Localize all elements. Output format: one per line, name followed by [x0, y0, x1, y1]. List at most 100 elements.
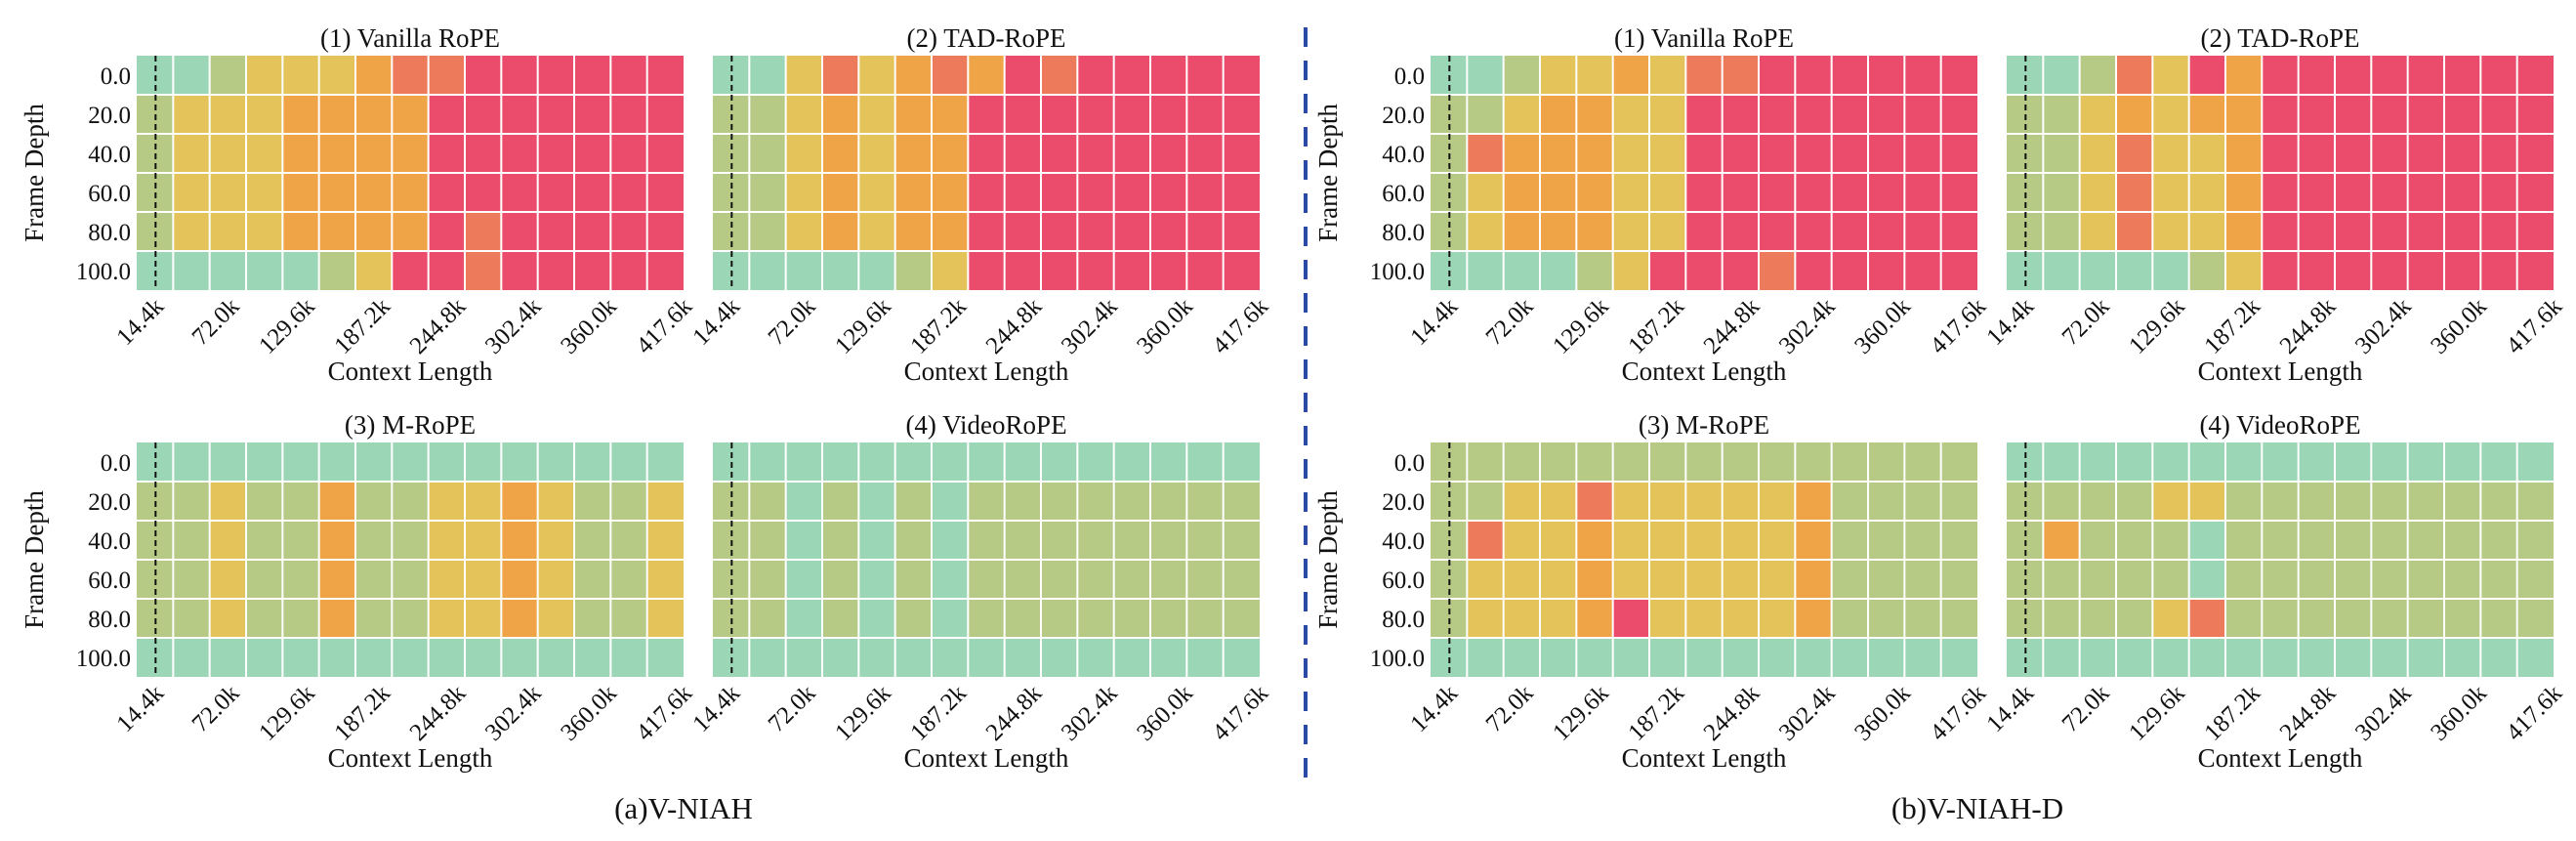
heatmap-cell: [785, 560, 822, 599]
heatmap-cell: [1186, 560, 1224, 599]
heatmap-cell: [1223, 521, 1260, 560]
y-tick-label: 20.0: [1382, 489, 1425, 516]
heatmap-cell: [2371, 638, 2408, 677]
heatmap-cell: [2516, 482, 2554, 521]
heatmap-cell: [246, 212, 283, 251]
heatmap-cell: [2262, 442, 2299, 482]
heatmap-cell: [2298, 95, 2335, 134]
heatmap-cell: [2298, 251, 2335, 290]
heatmap-cell: [2225, 134, 2263, 173]
heatmap-cell: [822, 560, 859, 599]
heatmap-cell: [858, 442, 895, 482]
heatmap-cell: [1041, 521, 1078, 560]
heatmap-cell: [1904, 482, 1941, 521]
heatmap-cell: [1868, 482, 1905, 521]
heatmap-cell: [318, 173, 355, 212]
heatmap-cell: [1150, 482, 1187, 521]
heatmap-cell: [1186, 173, 1224, 212]
heatmap-cell: [1904, 521, 1941, 560]
heatmap-cell: [1186, 212, 1224, 251]
heatmap-cell: [1685, 251, 1723, 290]
heatmap-cell: [749, 173, 786, 212]
heatmap-cell: [574, 212, 611, 251]
heatmap-cell: [2371, 134, 2408, 173]
heatmap-cell: [2407, 521, 2444, 560]
heatmap-cell: [246, 482, 283, 521]
heatmap-cell: [209, 251, 246, 290]
x-tick-label: 360.0k: [1132, 293, 1198, 359]
heatmap-cell: [822, 638, 859, 677]
x-tick-label: 187.2k: [905, 680, 972, 746]
heatmap-cell: [1004, 251, 1041, 290]
heatmap-cell: [428, 134, 465, 173]
heatmap-cell: [2407, 599, 2444, 638]
heatmap-cell: [355, 521, 393, 560]
heatmap-cell: [749, 638, 786, 677]
heatmap-cell: [1077, 521, 1114, 560]
heatmap-cell: [610, 173, 647, 212]
heatmap-cell: [2298, 56, 2335, 95]
heatmap-cell: [1467, 95, 1504, 134]
heatmap-cell: [355, 56, 393, 95]
heatmap-cell: [282, 56, 319, 95]
heatmap-cell: [2444, 560, 2481, 599]
heatmap-cell: [2407, 482, 2444, 521]
heatmap-cell: [1795, 173, 1832, 212]
heatmap-cell: [2516, 212, 2554, 251]
y-tick-label: 40.0: [1382, 142, 1425, 168]
heatmap-cell: [173, 134, 210, 173]
heatmap-cell: [1150, 560, 1187, 599]
heatmap-cell: [2262, 599, 2299, 638]
x-tick-label: 129.6k: [830, 293, 896, 359]
heatmap-cell: [1077, 638, 1114, 677]
x-tick-label: 244.8k: [981, 293, 1048, 359]
heatmap-cell: [392, 442, 429, 482]
x-tick-label: 360.0k: [556, 680, 622, 746]
heatmap-cell: [1649, 638, 1686, 677]
heatmap-cell: [2480, 599, 2517, 638]
y-tick-label: 100.0: [76, 259, 131, 285]
heatmap-cell: [209, 134, 246, 173]
panel-caption-right: (b)V-NIAH-D: [1891, 791, 2063, 825]
heatmap-cell: [2298, 599, 2335, 638]
heatmap-cell: [2335, 95, 2372, 134]
heatmap-cell: [1649, 134, 1686, 173]
heatmap-cell: [392, 521, 429, 560]
x-tick-label: 14.4k: [1981, 680, 2039, 737]
heatmap-cell: [1467, 560, 1504, 599]
heatmap-cell: [392, 134, 429, 173]
heatmap-cell: [173, 95, 210, 134]
heatmap-cell: [610, 599, 647, 638]
heatmap-cell: [537, 251, 574, 290]
y-axis-label: Frame Depth: [1313, 490, 1343, 629]
heatmap-cell: [1503, 638, 1540, 677]
heatmap-cell: [646, 638, 684, 677]
heatmap-cell: [785, 251, 822, 290]
heatmap-cell: [537, 442, 574, 482]
heatmap-cell: [822, 173, 859, 212]
y-axis-label: Frame Depth: [1313, 104, 1343, 242]
heatmap-cell: [209, 638, 246, 677]
heatmap-cell: [858, 599, 895, 638]
heatmap-cell: [1540, 173, 1577, 212]
heatmap-cell: [2516, 521, 2554, 560]
heatmap-cell: [1041, 482, 1078, 521]
heatmap-cell: [2043, 482, 2080, 521]
heatmap-cell: [1831, 173, 1868, 212]
heatmap-cell: [894, 95, 932, 134]
heatmap-cell: [1150, 251, 1187, 290]
heatmap-cell: [610, 95, 647, 134]
x-tick-label: 360.0k: [1849, 293, 1916, 359]
heatmap-cell: [1795, 560, 1832, 599]
heatmap-cell: [428, 173, 465, 212]
heatmap-cell: [574, 560, 611, 599]
heatmap-cell: [2480, 95, 2517, 134]
heatmap-cell: [465, 251, 502, 290]
heatmap-cell: [2043, 560, 2080, 599]
heatmap-cell: [1612, 212, 1649, 251]
y-tick-label: 60.0: [1382, 181, 1425, 207]
heatmap-cell: [1685, 482, 1723, 521]
heatmap-cell: [646, 95, 684, 134]
heatmap-cell: [1904, 560, 1941, 599]
heatmap-cell: [501, 56, 538, 95]
